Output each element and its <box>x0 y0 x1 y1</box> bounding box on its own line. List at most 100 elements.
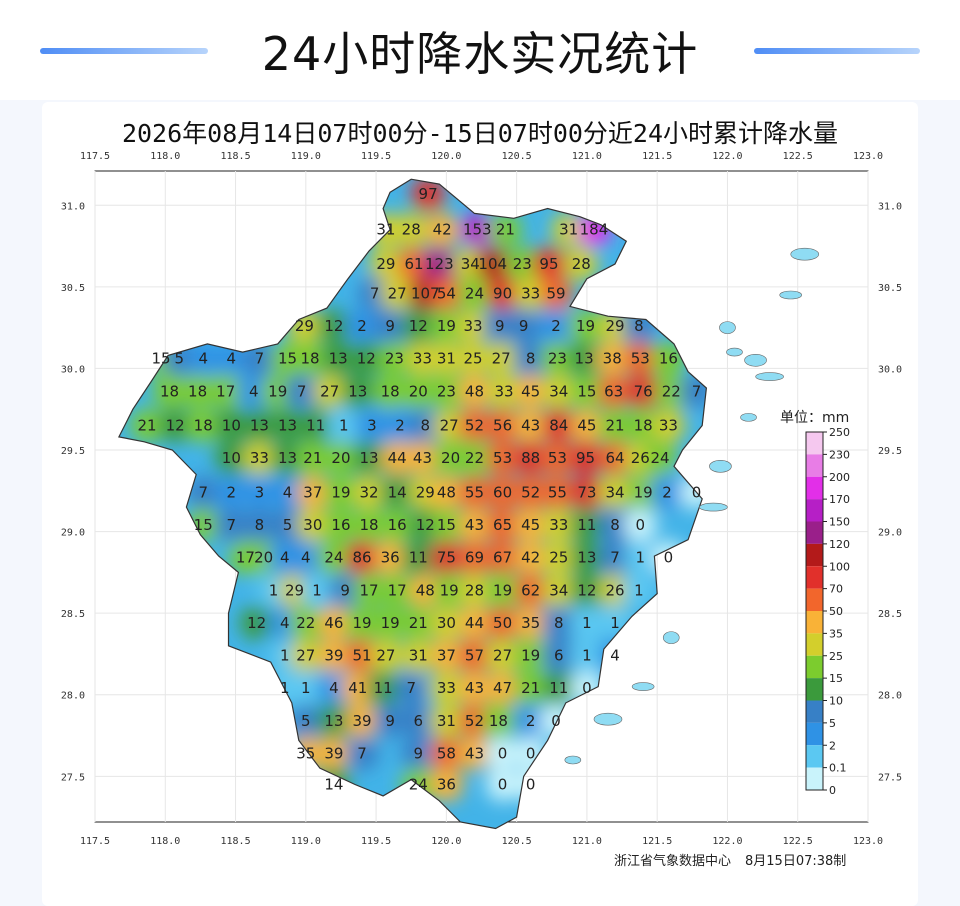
precipitation-cell <box>295 441 330 476</box>
station-value: 0 <box>664 549 674 567</box>
precipitation-cell <box>429 341 464 376</box>
precipitation-cell <box>505 247 540 281</box>
station-value: 34 <box>461 255 480 273</box>
precipitation-cell <box>214 441 249 476</box>
station-value: 8 <box>610 516 620 534</box>
lat-tick-label-right: 27.5 <box>878 772 902 783</box>
precipitation-cell <box>180 374 215 409</box>
precipitation-cell <box>513 540 548 575</box>
station-value: 27 <box>493 647 512 665</box>
island <box>662 631 680 644</box>
precipitation-cell <box>349 341 384 376</box>
station-value: 24 <box>465 284 484 302</box>
station-value: 18 <box>188 382 207 400</box>
precipitation-cell <box>298 408 333 443</box>
precipitation-cell <box>425 212 460 247</box>
lon-tick-label-top: 123.0 <box>853 151 883 162</box>
precipitation-cell <box>239 605 274 640</box>
station-value: 39 <box>324 647 343 665</box>
precipitation-cell <box>316 671 351 706</box>
precipitation-cell <box>531 247 566 281</box>
precipitation-cell <box>567 341 602 376</box>
precipitation-cell <box>482 309 517 343</box>
precipitation-cell <box>485 736 520 771</box>
station-value: 19 <box>576 317 595 335</box>
station-value: 4 <box>280 614 290 632</box>
precipitation-cell <box>429 671 464 706</box>
legend-break-label: 0 <box>829 784 836 797</box>
lat-tick-label-left: 28.5 <box>61 609 85 620</box>
station-value: 29 <box>285 581 304 599</box>
lon-tick-label-top: 117.5 <box>80 151 110 162</box>
station-value: 3 <box>255 483 265 501</box>
precipitation-cell <box>260 374 295 409</box>
station-value: 4 <box>329 679 339 697</box>
station-value: 7 <box>255 350 265 368</box>
precipitation-cell <box>513 341 548 376</box>
station-value: 6 <box>413 712 423 730</box>
precipitation-cell <box>457 475 492 510</box>
precipitation-cell <box>513 638 548 673</box>
precipitation-cell <box>564 247 599 281</box>
precipitation-cell <box>345 703 380 738</box>
station-value: 95 <box>576 449 595 467</box>
precipitation-cell <box>485 605 520 640</box>
lon-tick-label-top: 121.0 <box>572 151 602 162</box>
station-value: 8 <box>634 317 644 335</box>
precipitation-cell <box>429 540 464 575</box>
station-value: 0 <box>526 744 536 762</box>
station-value: 25 <box>464 350 483 368</box>
legend-swatch <box>806 767 823 790</box>
precipitation-cell <box>323 508 358 543</box>
station-value: 4 <box>198 350 208 368</box>
precipitation-cell <box>541 540 576 575</box>
legend-break-label: 0.1 <box>829 762 847 775</box>
station-value: 13 <box>348 382 367 400</box>
station-value: 53 <box>493 449 512 467</box>
precipitation-cell <box>569 475 604 510</box>
precipitation-cell <box>626 475 661 510</box>
station-value: 31 <box>376 221 395 239</box>
precipitation-cell <box>485 441 520 476</box>
station-value: 33 <box>549 516 568 534</box>
precipitation-cell <box>422 247 457 281</box>
precipitation-cell <box>312 374 347 409</box>
station-value: 43 <box>521 417 540 435</box>
lon-tick-label-top: 118.5 <box>220 151 250 162</box>
station-value: 27 <box>388 284 407 302</box>
station-value: 27 <box>296 647 315 665</box>
station-value: 2 <box>551 317 561 335</box>
precipitation-cell <box>595 341 630 376</box>
station-value: 22 <box>662 382 681 400</box>
precipitation-cell <box>654 374 689 409</box>
lat-tick-label-right: 29.5 <box>878 446 902 457</box>
legend-swatch <box>806 566 823 589</box>
precipitation-cell <box>484 341 519 376</box>
station-value: 7 <box>357 744 367 762</box>
precipitation-cell <box>429 276 464 311</box>
precipitation-cell <box>242 441 277 476</box>
station-value: 59 <box>546 284 565 302</box>
lat-tick-label-left: 29.0 <box>61 528 85 539</box>
station-value: 61 <box>404 255 423 273</box>
legend-swatch <box>806 476 823 500</box>
legend-break-label: 10 <box>829 695 843 708</box>
station-value: 50 <box>493 614 512 632</box>
station-value: 7 <box>610 549 620 567</box>
precipitation-cell <box>368 247 403 281</box>
station-value: 0 <box>636 516 646 534</box>
lon-tick-label-bottom: 117.5 <box>80 836 110 847</box>
lon-tick-label-top: 122.0 <box>712 151 742 162</box>
precipitation-cell <box>366 671 401 706</box>
station-value: 56 <box>493 417 512 435</box>
station-value: 35 <box>296 744 315 762</box>
lon-tick-label-bottom: 120.0 <box>431 836 461 847</box>
legend-break-label: 35 <box>829 627 843 640</box>
station-value: 48 <box>416 581 435 599</box>
legend-break-label: 150 <box>829 516 850 529</box>
precipitation-cell <box>456 341 491 376</box>
island <box>593 712 623 726</box>
station-value: 22 <box>465 449 484 467</box>
station-value: 33 <box>521 284 540 302</box>
